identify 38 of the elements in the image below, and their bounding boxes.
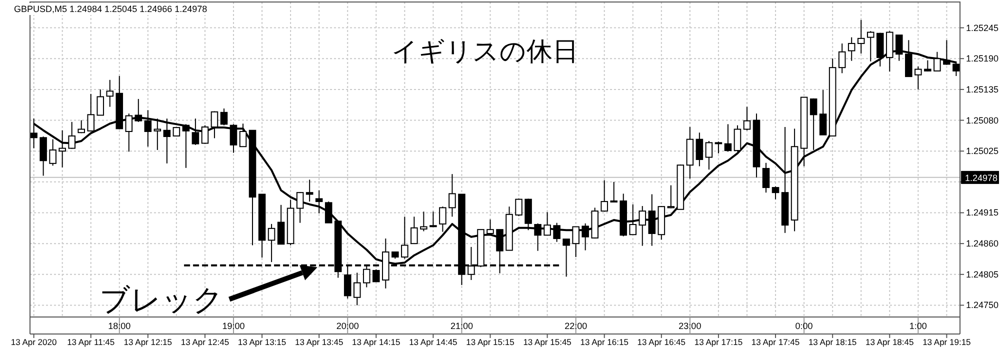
x-tick-label: 13 Apr 15:15 [466, 337, 515, 347]
x-tick-label: 13 Apr 12:45 [180, 337, 230, 347]
y-tick-label: 1.25190 [966, 54, 999, 64]
x-tick-label: 13 Apr 16:45 [637, 337, 686, 347]
x-tick-label: 13 Apr 19:15 [922, 337, 972, 347]
chart-title: GBPUSD,M5 1.24984 1.25045 1.24966 1.24978 [14, 4, 208, 14]
x-tick-label: 13 Apr 13:45 [294, 337, 344, 347]
x2-tick-label: 22:00 [564, 321, 588, 331]
y-tick-label: 1.24805 [966, 269, 999, 280]
annotation: イギリスの休日 [392, 37, 578, 67]
x-tick-label: 13 Apr 18:15 [808, 337, 857, 347]
x-tick-label: 13 Apr 16:15 [580, 337, 629, 347]
x-tick-label: 13 Apr 17:45 [751, 337, 800, 347]
y-tick-label: 1.24860 [966, 238, 999, 249]
annotation: ブレック [99, 283, 224, 318]
y-tick-label: 1.25025 [966, 146, 999, 156]
y-tick-label: 1.25135 [966, 84, 999, 94]
x2-tick-label: 1:00 [909, 321, 927, 331]
ref-line-label: 1.24978 [965, 172, 998, 183]
x2-tick-label: 19:00 [222, 321, 245, 331]
x2-tick-label: 21:00 [450, 321, 473, 331]
y-tick-label: 1.24750 [966, 300, 999, 310]
x2-tick-label: 20:00 [336, 321, 359, 331]
x-tick-label: 13 Apr 14:45 [409, 337, 458, 347]
x2-tick-label: 0:00 [795, 321, 813, 331]
x-tick-label: 13 Apr 13:15 [238, 337, 286, 347]
y-tick-label: 1.25245 [966, 22, 999, 33]
x-tick-label: 13 Apr 15:45 [523, 337, 572, 347]
x-tick-label: 13 Apr 12:15 [124, 337, 172, 347]
y-tick-label: 1.25080 [966, 115, 999, 126]
x2-tick-label: 23:00 [678, 321, 702, 331]
x-tick-label: 13 Apr 14:15 [352, 337, 401, 347]
x-tick-label: 13 Apr 18:45 [866, 337, 914, 347]
x-tick-label: 13 Apr 17:15 [694, 337, 743, 347]
x2-tick-label: 18:00 [108, 321, 131, 331]
x-tick-label: 13 Apr 11:45 [67, 337, 115, 347]
x-tick-label: 13 Apr 2020 [10, 337, 57, 347]
y-tick-label: 1.24915 [966, 208, 999, 218]
